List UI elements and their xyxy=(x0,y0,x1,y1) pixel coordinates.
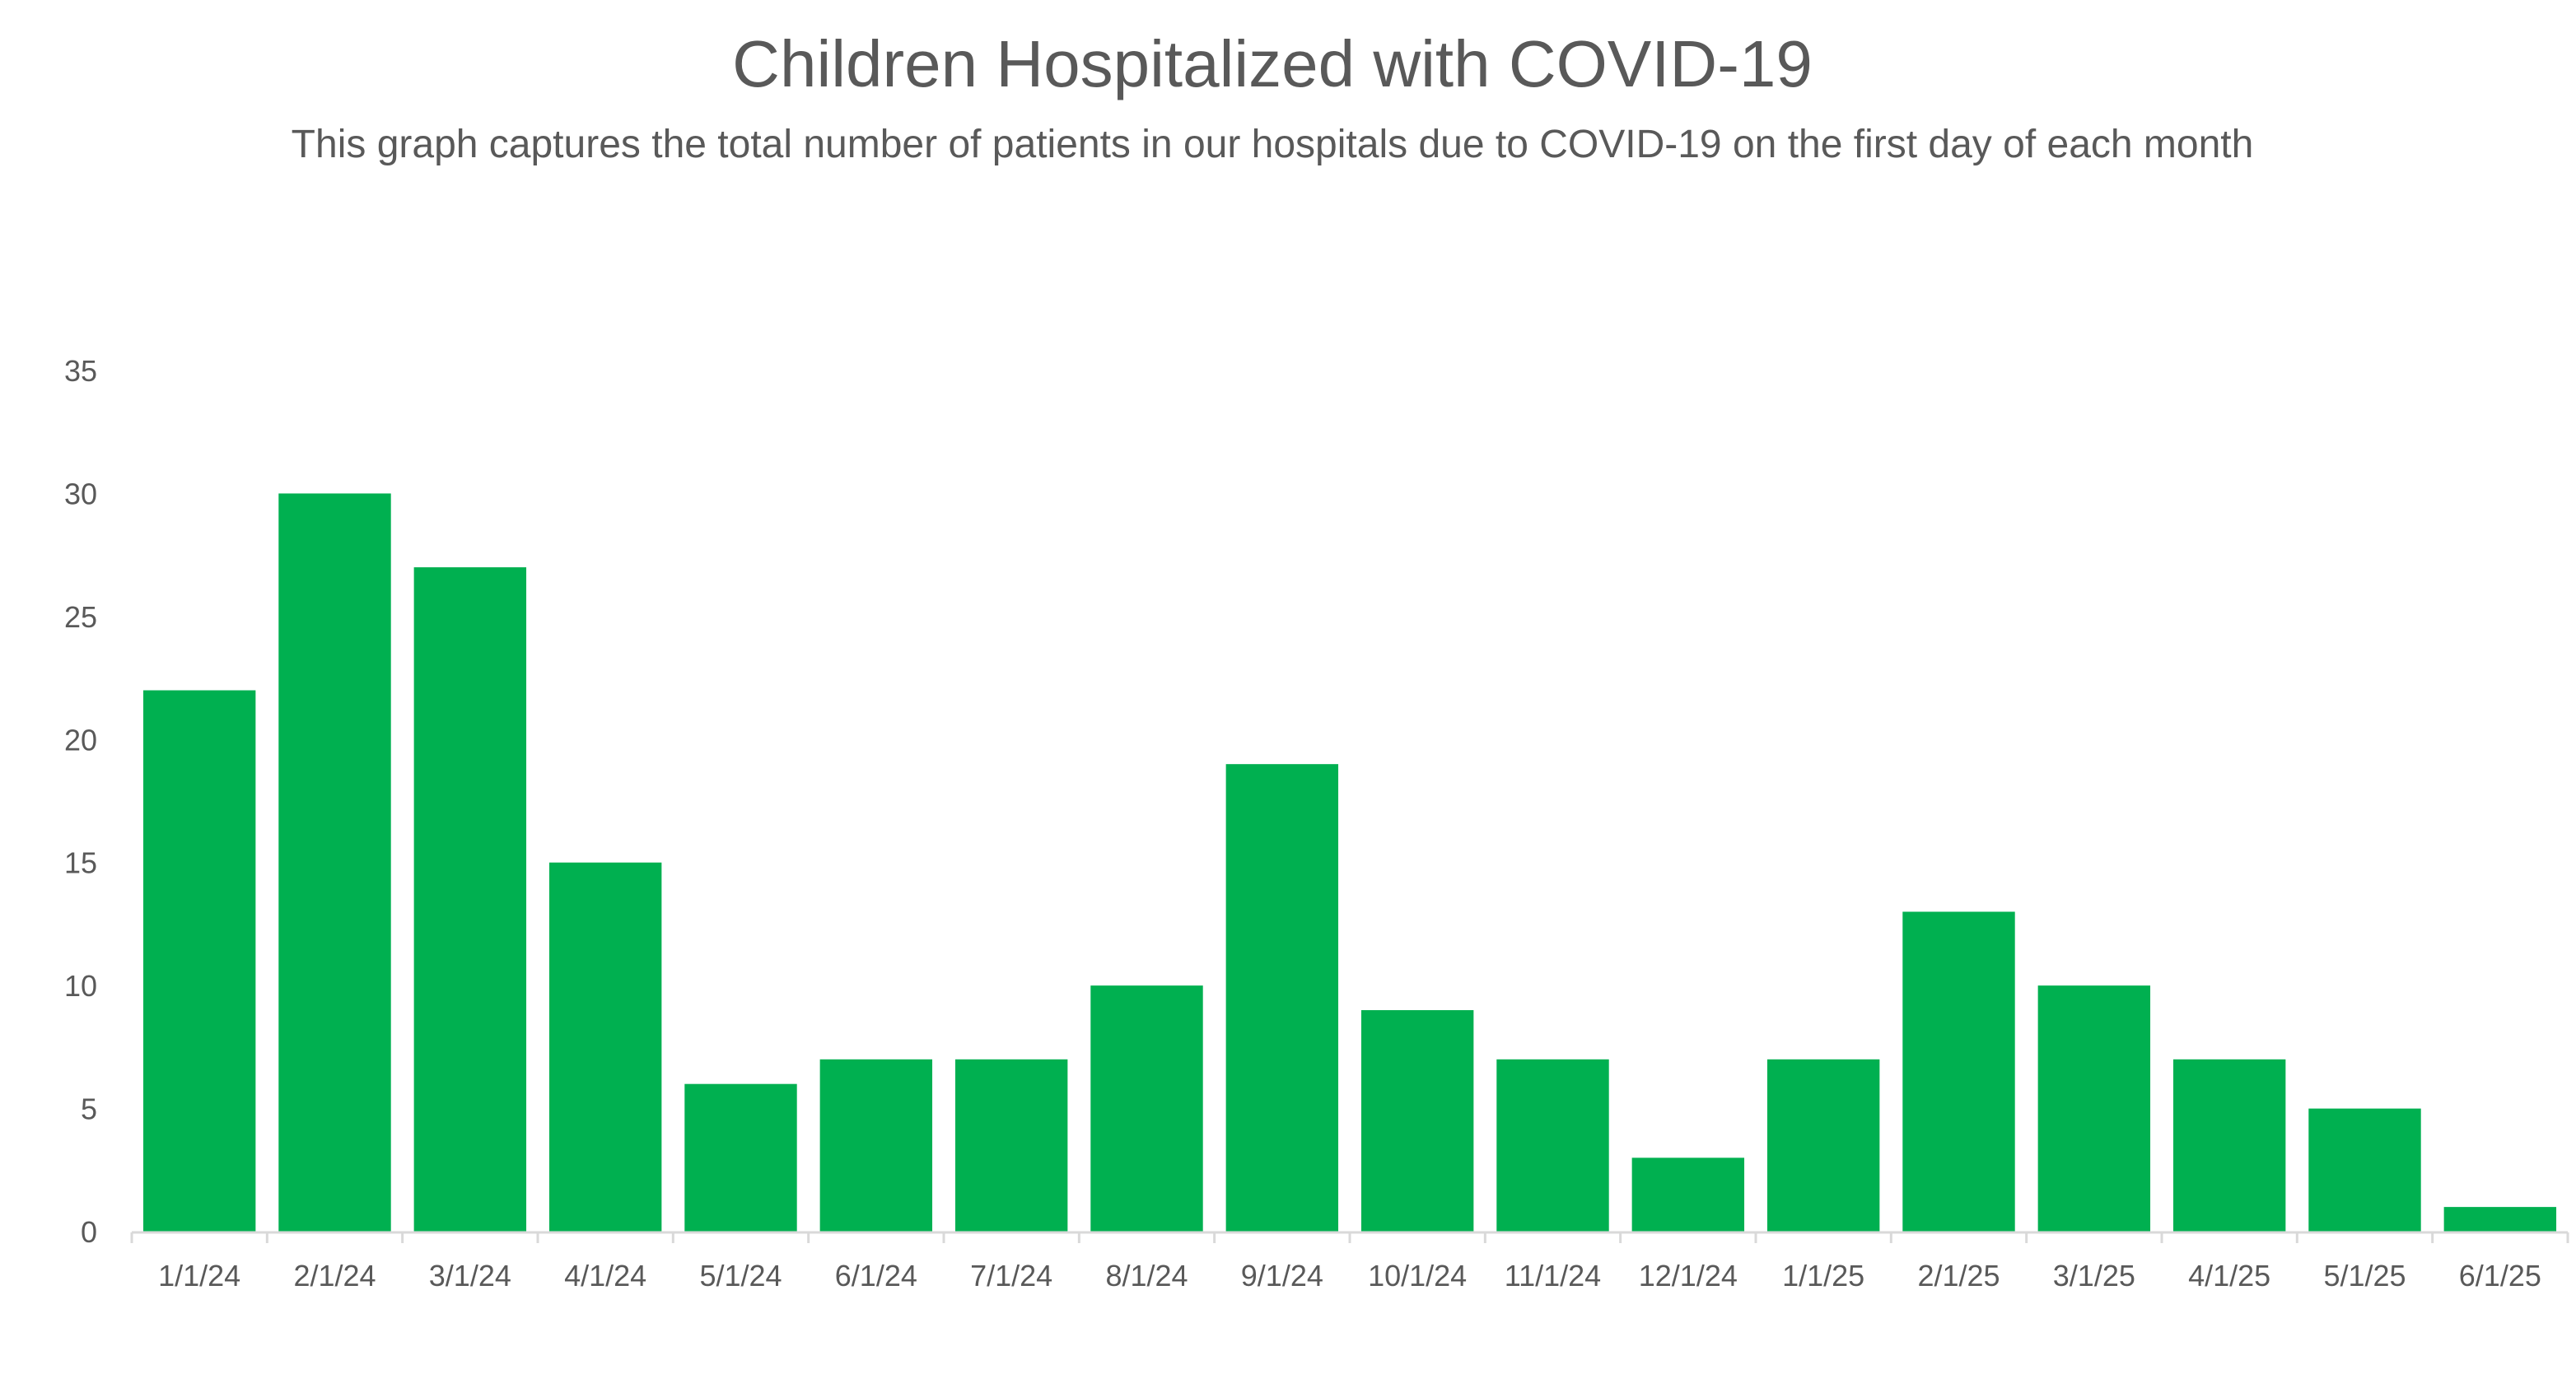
bar xyxy=(684,1083,797,1232)
x-tick-label: 7/1/24 xyxy=(970,1259,1052,1292)
x-tick-label: 12/1/24 xyxy=(1639,1259,1738,1292)
x-axis: 1/1/24 2/1/24 3/1/24 4/1/24 5/1/24 6/1/24 7/1/… xyxy=(130,1231,2569,1292)
x-tick-label: 6/1/24 xyxy=(835,1259,917,1292)
x-tick-label: 5/1/25 xyxy=(2323,1259,2406,1292)
y-tick-label: 0 xyxy=(81,1215,97,1249)
chart-title: Children Hospitalized with COVID-19 xyxy=(732,27,1813,100)
y-tick-label: 25 xyxy=(64,600,97,634)
bar xyxy=(2443,1207,2557,1232)
x-tick-label: 11/1/24 xyxy=(1505,1259,1601,1292)
bar xyxy=(1496,1059,1609,1232)
bar xyxy=(954,1059,1068,1232)
bar xyxy=(1360,1010,1474,1232)
y-tick-label: 30 xyxy=(64,477,97,510)
y-tick-label: 10 xyxy=(64,969,97,1003)
x-tick-label: 3/1/24 xyxy=(429,1259,511,1292)
x-tick-label: 2/1/25 xyxy=(1917,1259,2000,1292)
bar xyxy=(2172,1059,2286,1232)
bar xyxy=(1766,1059,1880,1232)
x-tick-label: 2/1/24 xyxy=(293,1259,376,1292)
bars xyxy=(142,493,2557,1232)
bar xyxy=(819,1059,933,1232)
x-tick-label: 8/1/24 xyxy=(1105,1259,1188,1292)
bar xyxy=(1225,764,1339,1232)
y-axis: 0 5 10 15 20 25 30 35 xyxy=(64,354,97,1249)
x-tick-label: 1/1/25 xyxy=(1782,1259,1864,1292)
y-tick-label: 20 xyxy=(64,723,97,757)
bar xyxy=(548,862,662,1232)
chart-subtitle: This graph captures the total number of … xyxy=(291,123,2254,166)
x-tick-label: 5/1/24 xyxy=(699,1259,782,1292)
bar xyxy=(413,567,527,1232)
bar xyxy=(142,690,256,1232)
bar xyxy=(1902,911,2015,1232)
x-tick-label: 3/1/25 xyxy=(2053,1259,2135,1292)
bar xyxy=(1090,985,1203,1232)
bar xyxy=(2037,985,2151,1232)
x-tick-label: 4/1/25 xyxy=(2188,1259,2270,1292)
x-tick-label: 10/1/24 xyxy=(1368,1259,1467,1292)
y-tick-label: 15 xyxy=(64,846,97,880)
x-tick-label: 9/1/24 xyxy=(1241,1259,1323,1292)
x-tick-label: 1/1/24 xyxy=(158,1259,240,1292)
x-tick-label: 4/1/24 xyxy=(564,1259,646,1292)
bar xyxy=(278,493,391,1232)
bar xyxy=(2308,1108,2421,1232)
y-tick-label: 35 xyxy=(64,354,97,388)
x-tick-label: 6/1/25 xyxy=(2459,1259,2541,1292)
y-tick-label: 5 xyxy=(81,1092,97,1126)
bar xyxy=(1631,1157,1745,1232)
